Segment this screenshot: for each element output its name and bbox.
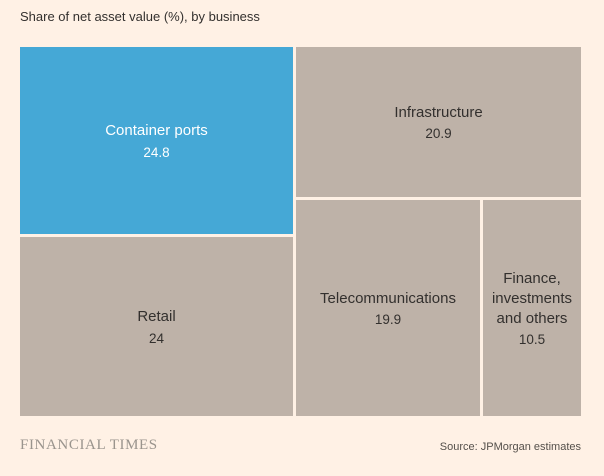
tile-value: 20.9 xyxy=(425,126,452,142)
treemap-tile-retail: Retail 24 xyxy=(20,237,293,416)
tile-value: 24.8 xyxy=(143,144,170,160)
source-attribution: Source: JPMorgan estimates xyxy=(439,441,581,453)
chart-title: Share of net asset value (%), by busines… xyxy=(20,9,260,24)
treemap-tile-telecommunications: Telecommunications 19.9 xyxy=(296,200,480,416)
treemap-tile-finance-investments-and-others: Finance, investments and others 10.5 xyxy=(483,200,581,416)
treemap-tile-container-ports: Container ports 24.8 xyxy=(20,47,293,234)
tile-label: Telecommunications xyxy=(320,289,456,307)
tile-value: 10.5 xyxy=(518,332,546,348)
tile-label: Finance, investments and others xyxy=(491,269,573,328)
financial-times-logo: FINANCIAL TIMES xyxy=(20,437,158,453)
tile-value: 19.9 xyxy=(374,312,402,328)
treemap-tile-infrastructure: Infrastructure 20.9 xyxy=(296,47,581,197)
tile-label: Infrastructure xyxy=(394,103,483,121)
tile-label: Retail xyxy=(137,308,176,326)
tile-label: Container ports xyxy=(105,122,208,140)
tile-value: 24 xyxy=(148,330,165,346)
treemap-area: Container ports 24.8 Retail 24 Infrastru… xyxy=(20,47,581,416)
